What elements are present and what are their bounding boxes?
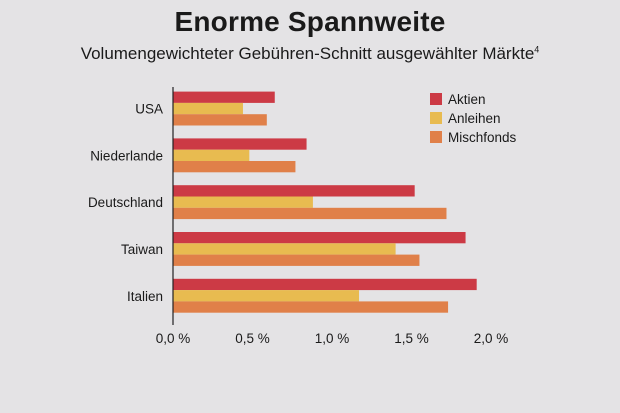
category-label: Italien bbox=[127, 289, 163, 304]
x-tick-label: 0,0 % bbox=[156, 331, 191, 346]
category-label: Niederlande bbox=[90, 148, 163, 163]
chart-subtitle: Volumengewichteter Gebühren-Schnitt ausg… bbox=[0, 44, 620, 64]
bar bbox=[173, 254, 420, 266]
bar bbox=[173, 207, 447, 220]
category-label: Deutschland bbox=[88, 195, 163, 210]
bar bbox=[173, 102, 243, 115]
bar bbox=[173, 91, 275, 103]
legend-swatch bbox=[430, 93, 442, 105]
x-tick-label: 2,0 % bbox=[474, 331, 509, 346]
legend-swatch bbox=[430, 131, 442, 143]
category-label: USA bbox=[135, 102, 163, 117]
legend-label: Aktien bbox=[448, 92, 486, 107]
subtitle-text: Volumengewichteter Gebühren-Schnitt ausg… bbox=[80, 44, 535, 63]
category-label: Taiwan bbox=[121, 242, 163, 257]
x-tick-label: 1,5 % bbox=[394, 331, 429, 346]
bar bbox=[173, 232, 466, 244]
bar bbox=[173, 161, 296, 173]
bar bbox=[173, 114, 267, 126]
x-tick-label: 0,5 % bbox=[235, 331, 270, 346]
legend-label: Anleihen bbox=[448, 111, 501, 126]
bar bbox=[173, 149, 250, 161]
bar bbox=[173, 185, 415, 197]
chart-title: Enorme Spannweite bbox=[174, 6, 446, 37]
legend-label: Mischfonds bbox=[448, 130, 517, 145]
x-tick-label: 1,0 % bbox=[315, 331, 350, 346]
bar bbox=[173, 278, 477, 291]
bar bbox=[173, 138, 307, 150]
bar bbox=[173, 243, 396, 255]
legend-swatch bbox=[430, 112, 442, 124]
bar bbox=[173, 290, 360, 302]
subtitle-footnote: 4 bbox=[534, 44, 540, 55]
bar bbox=[173, 301, 449, 313]
bar bbox=[173, 196, 313, 208]
